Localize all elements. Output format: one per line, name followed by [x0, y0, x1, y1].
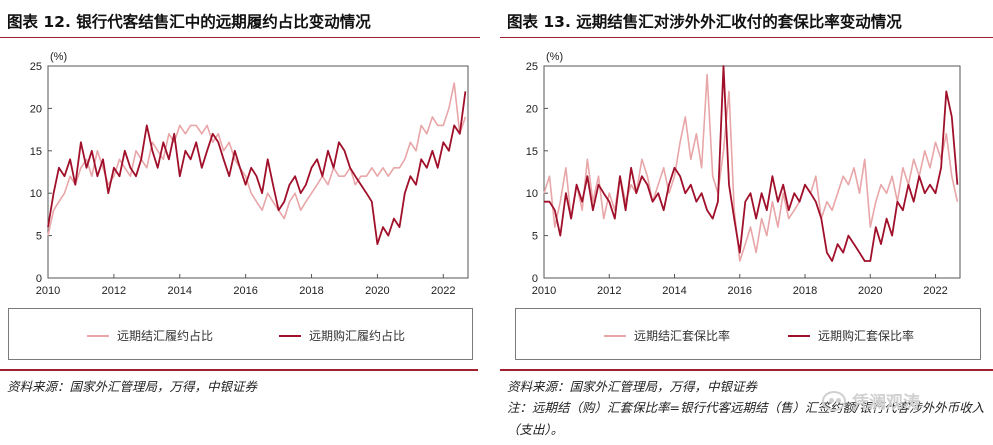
right-panel: 图表 13. 远期结售汇对涉外外汇收付的套保比率变动情况 0 5 10 15 20 25 2…: [500, 0, 993, 437]
y-tick-label: 25: [526, 61, 538, 73]
y-tick-label: 20: [526, 103, 538, 115]
left-panel: 图表 12. 银行代客结售汇中的远期履约占比变动情况 0 5 10 15 20 25 201…: [0, 0, 480, 394]
series-line-2: [47, 91, 467, 246]
x-tick-label: 2020: [858, 285, 882, 297]
series-line-2: [544, 65, 959, 262]
chart-title: 图表 13. 远期结售汇对涉外外汇收付的套保比率变动情况: [500, 0, 993, 38]
wechat-icon: [822, 390, 846, 411]
y-tick-label: 0: [36, 273, 42, 285]
chart-title: 图表 12. 银行代客结售汇中的远期履约占比变动情况: [0, 0, 480, 38]
x-tick-label: 2018: [793, 285, 817, 297]
legend-item: 远期结汇履约占比: [87, 327, 213, 344]
y-tick-label: 0: [532, 273, 538, 285]
legend-label: 远期购汇履约占比: [309, 329, 406, 343]
y-axis-unit: (%): [546, 51, 563, 63]
x-tick-label: 2010: [36, 285, 60, 297]
y-tick-label: 25: [30, 61, 42, 73]
legend: 远期结汇履约占比 远期购汇履约占比: [8, 308, 473, 360]
x-tick-label: 2022: [923, 285, 947, 297]
plot-frame: [543, 65, 961, 279]
x-tick-label: 2018: [299, 285, 323, 297]
chart-left: 0 5 10 15 20 25 2010 2012 2014 2016 2018 2020 2022 (%…: [30, 51, 469, 297]
legend-swatch: [279, 334, 301, 337]
y-tick-label: 20: [30, 103, 42, 115]
source-text: 资料来源：国家外汇管理局，万得，中银证券: [7, 379, 258, 394]
source-text: 资料来源：国家外汇管理局，万得，中银证券: [507, 379, 758, 394]
x-tick-label: 2020: [365, 285, 389, 297]
separator-rule: [0, 369, 478, 371]
x-tick-label: 2014: [168, 285, 192, 297]
legend-label: 远期购汇套保比率: [818, 329, 915, 343]
x-tick-label: 2016: [728, 285, 752, 297]
x-tick-label: 2010: [532, 285, 556, 297]
legend-swatch: [604, 334, 626, 337]
y-tick-label: 5: [532, 231, 538, 243]
legend-label: 远期结汇履约占比: [117, 329, 214, 343]
series-line-1: [47, 82, 467, 236]
legend-item: 远期结汇套保比率: [604, 327, 730, 344]
watermark: 凭澜观涛: [822, 388, 920, 413]
x-tick-label: 2012: [102, 285, 126, 297]
y-tick-label: 15: [30, 146, 42, 158]
legend-item: 远期购汇套保比率: [788, 327, 914, 344]
legend-swatch: [87, 334, 109, 337]
chart-right: 0 5 10 15 20 25 2010 2012 2014 2016 2018 2020 2022 (%…: [526, 51, 961, 297]
legend-swatch: [788, 334, 810, 337]
legend-label: 远期结汇套保比率: [634, 329, 731, 343]
series-line-1: [543, 73, 959, 262]
legend: 远期结汇套保比率 远期购汇套保比率: [515, 308, 981, 360]
watermark-text: 凭澜观涛: [852, 393, 920, 413]
separator-rule: [500, 369, 993, 371]
note-text: 注：远期结（购）汇套保比率=银行代客远期结（售）汇签约额/银行代客涉外外币收入（…: [507, 400, 985, 437]
legend-item: 远期购汇履约占比: [279, 327, 405, 344]
y-axis-unit: (%): [50, 51, 67, 63]
x-tick-label: 2012: [597, 285, 621, 297]
plot-frame: [47, 65, 469, 279]
x-tick-label: 2014: [662, 285, 686, 297]
y-tick-label: 5: [36, 231, 42, 243]
y-tick-label: 15: [526, 146, 538, 158]
y-tick-label: 10: [30, 188, 42, 200]
y-tick-label: 10: [526, 188, 538, 200]
x-tick-label: 2016: [233, 285, 257, 297]
x-tick-label: 2022: [431, 285, 455, 297]
